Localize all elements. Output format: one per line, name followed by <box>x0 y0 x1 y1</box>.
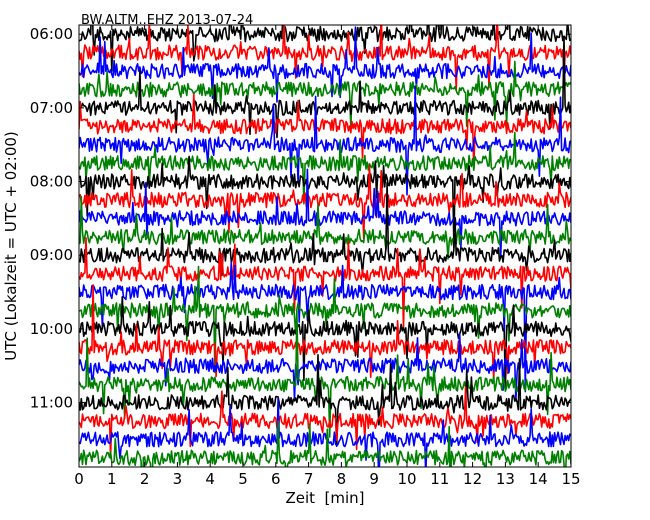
trace-line-1 <box>79 25 571 72</box>
trace-line-6 <box>79 93 571 171</box>
x-tick-label: 13 <box>496 470 515 488</box>
x-tick-label: 8 <box>337 470 347 488</box>
trace-line-16 <box>79 265 571 374</box>
y-tick-label: 08:00 <box>30 173 73 191</box>
y-axis: 06:00 07:00 08:00 09:00 10:00 11:00 <box>30 25 571 412</box>
y-axis-label: UTC (Lokalzeit = UTC + 02:00) <box>2 131 20 361</box>
x-tick-label: 2 <box>140 470 150 488</box>
x-tick-label: 0 <box>74 470 84 488</box>
x-tick-label: 7 <box>304 470 314 488</box>
y-tick-label: 09:00 <box>30 246 73 264</box>
trace-line-3 <box>79 26 571 103</box>
y-tick-label: 11:00 <box>30 394 73 412</box>
trace-line-19 <box>79 333 571 402</box>
plot-frame <box>78 24 572 468</box>
trace-line-9 <box>79 155 571 248</box>
trace-line-12 <box>79 195 571 260</box>
x-tick-label: 6 <box>271 470 281 488</box>
x-tick-label: 10 <box>397 470 416 488</box>
trace-line-8 <box>79 131 571 205</box>
trace-line-17 <box>79 296 571 392</box>
trace-line-23 <box>79 397 571 467</box>
trace-line-22 <box>79 386 571 459</box>
trace-line-11 <box>79 168 571 258</box>
x-tick-label: 9 <box>369 470 379 488</box>
trace-line-21 <box>79 354 571 447</box>
trace-line-15 <box>79 261 571 393</box>
x-tick-label: 3 <box>173 470 183 488</box>
trace-line-4 <box>79 60 571 129</box>
x-tick-label: 4 <box>205 470 215 488</box>
chart-title: BW.ALTM..EHZ 2013-07-24 <box>81 13 253 28</box>
x-axis-label: Zeit [min] <box>285 489 364 507</box>
x-tick-label: 11 <box>430 470 449 488</box>
x-tick-label: 1 <box>107 470 117 488</box>
trace-line-7 <box>79 85 571 196</box>
x-tick-label: 5 <box>238 470 248 488</box>
x-axis: 0 1 2 3 4 5 6 7 8 9 10 11 12 13 14 15 <box>74 25 581 488</box>
x-tick-label: 15 <box>561 470 580 488</box>
trace-line-5 <box>79 36 571 139</box>
trace-line-24 <box>79 420 571 467</box>
y-tick-label: 06:00 <box>30 25 73 43</box>
trace-line-20 <box>79 310 571 438</box>
y-tick-label: 07:00 <box>30 99 73 117</box>
y-tick-label: 10:00 <box>30 320 73 338</box>
trace-line-18 <box>79 284 571 382</box>
trace-line-10 <box>79 164 571 240</box>
trace-line-13 <box>79 181 571 277</box>
trace-line-14 <box>79 237 571 329</box>
seismogram-traces <box>79 25 571 467</box>
x-tick-label: 14 <box>529 470 548 488</box>
x-tick-label: 12 <box>463 470 482 488</box>
